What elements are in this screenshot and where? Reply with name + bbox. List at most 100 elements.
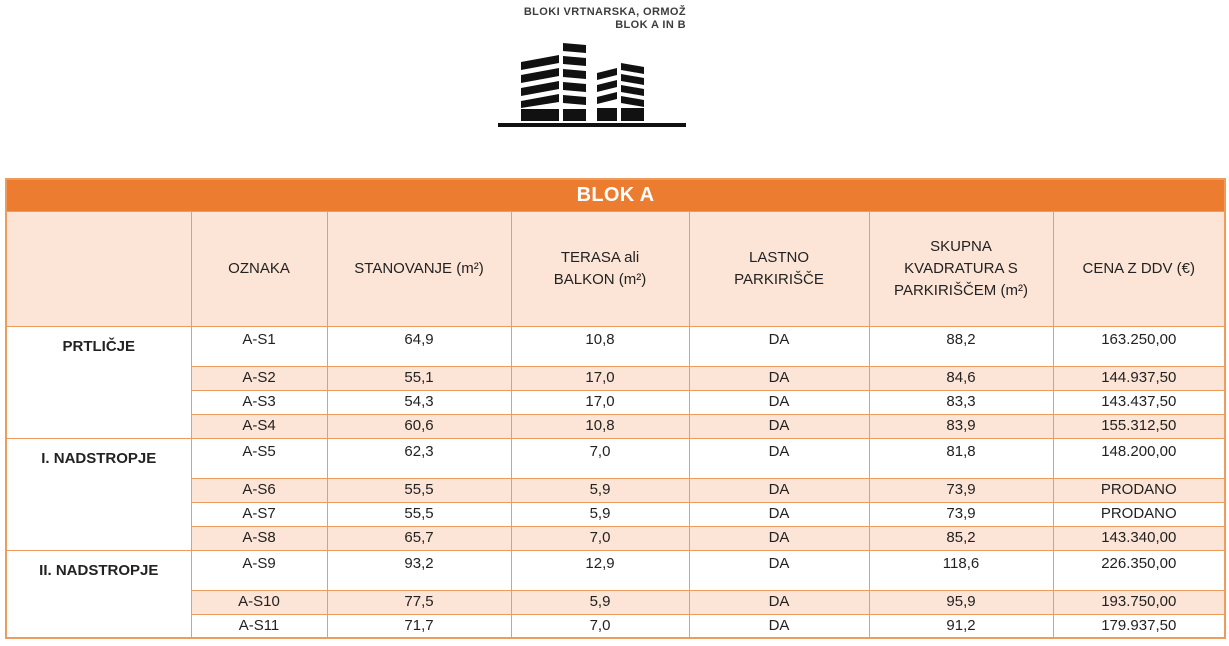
table-row: A-S3 54,3 17,0 DA 83,3 143.437,50 [6,389,1226,415]
col-header-parkirisce: LASTNO PARKIRIŠČE [688,210,870,327]
cell-stanovanje: 65,7 [326,525,512,551]
cell-parkirisce: DA [688,589,870,615]
cell-oznaka: A-S3 [190,389,328,415]
cell-stanovanje: 62,3 [326,437,512,479]
cell-parkirisce: DA [688,477,870,503]
cell-oznaka: A-S6 [190,477,328,503]
cell-terasa: 10,8 [510,413,690,439]
cell-stanovanje: 55,1 [326,365,512,391]
cell-terasa: 5,9 [510,477,690,503]
cell-stanovanje: 77,5 [326,589,512,615]
cell-cena: 226.350,00 [1052,549,1226,591]
cell-skupna: 73,9 [868,501,1054,527]
cell-terasa: 7,0 [510,613,690,639]
table-row: A-S2 55,1 17,0 DA 84,6 144.937,50 [6,365,1226,391]
cell-stanovanje: 93,2 [326,549,512,591]
cell-terasa: 12,9 [510,549,690,591]
cell-parkirisce: DA [688,525,870,551]
cell-skupna: 83,9 [868,413,1054,439]
buildings-icon [498,43,686,127]
cell-oznaka: A-S2 [190,365,328,391]
cell-cena: 193.750,00 [1052,589,1226,615]
logo-text: BLOKI VRTNARSKA, ORMOŽ BLOK A IN B [496,7,688,31]
cell-terasa: 17,0 [510,389,690,415]
cell-cena: 155.312,50 [1052,413,1226,439]
cell-oznaka: A-S10 [190,589,328,615]
table-row: A-S10 77,5 5,9 DA 95,9 193.750,00 [6,589,1226,615]
cell-stanovanje: 60,6 [326,413,512,439]
cell-cena: 179.937,50 [1052,613,1226,639]
cell-parkirisce: DA [688,413,870,439]
floor-label: I. NADSTROPJE [41,450,157,467]
cell-cena: 144.937,50 [1052,365,1226,391]
table-row: A-S7 55,5 5,9 DA 73,9 PRODANO [6,501,1226,527]
cell-oznaka: A-S8 [190,525,328,551]
cell-parkirisce: DA [688,325,870,367]
table-row: II. NADSTROPJE A-S9 93,2 12,9 DA 118,6 2… [5,549,1226,639]
cell-parkirisce: DA [688,549,870,591]
apartments-price-table: BLOK A OZNAKA STANOVANJE (m²) TERASA ali… [5,178,1227,639]
cell-parkirisce: DA [688,437,870,479]
col-header-floor [5,210,192,327]
cell-terasa: 5,9 [510,589,690,615]
col-header-cena: CENA Z DDV (€) [1052,210,1226,327]
table-title-row: BLOK A [5,178,1226,212]
cell-skupna: 88,2 [868,325,1054,367]
logo: BLOKI VRTNARSKA, ORMOŽ BLOK A IN B [496,7,688,135]
table-row: A-S6 55,5 5,9 DA 73,9 PRODANO [6,477,1226,503]
cell-cena: 143.340,00 [1052,525,1226,551]
logo-subtitle: BLOK A IN B [615,19,686,31]
cell-stanovanje: 64,9 [326,325,512,367]
table-row: PRTLIČJE A-S1 64,9 10,8 DA 88,2 163.250,… [5,325,1226,439]
cell-oznaka: A-S11 [190,613,328,639]
cell-skupna: 95,9 [868,589,1054,615]
cell-terasa: 7,0 [510,525,690,551]
cell-skupna: 73,9 [868,477,1054,503]
cell-oznaka: A-S9 [190,549,328,591]
col-header-oznaka: OZNAKA [190,210,328,327]
cell-stanovanje: 55,5 [326,501,512,527]
cell-oznaka: A-S5 [190,437,328,479]
cell-stanovanje: 54,3 [326,389,512,415]
cell-skupna: 83,3 [868,389,1054,415]
cell-stanovanje: 55,5 [326,477,512,503]
floor-label-cell: II. NADSTROPJE [5,549,192,639]
cell-terasa: 7,0 [510,437,690,479]
cell-terasa: 5,9 [510,501,690,527]
floor-label: II. NADSTROPJE [39,562,159,579]
column-header-row: OZNAKA STANOVANJE (m²) TERASA ali BALKON… [5,210,1226,327]
cell-parkirisce: DA [688,365,870,391]
floor-label-cell: PRTLIČJE [5,325,192,439]
logo-title: BLOKI VRTNARSKA, ORMOŽ [523,6,686,18]
cell-skupna: 85,2 [868,525,1054,551]
cell-terasa: 17,0 [510,365,690,391]
cell-parkirisce: DA [688,613,870,639]
cell-skupna: 91,2 [868,613,1054,639]
cell-oznaka: A-S4 [190,413,328,439]
price-table-container: BLOK A OZNAKA STANOVANJE (m²) TERASA ali… [5,178,1227,639]
cell-stanovanje: 71,7 [326,613,512,639]
col-header-terasa: TERASA ali BALKON (m²) [510,210,690,327]
cell-terasa: 10,8 [510,325,690,367]
cell-cena: 148.200,00 [1052,437,1226,479]
table-row: A-S8 65,7 7,0 DA 85,2 143.340,00 [6,525,1226,551]
cell-oznaka: A-S1 [190,325,328,367]
col-header-skupna: SKUPNA KVADRATURA S PARKIRIŠČEM (m²) [868,210,1054,327]
floor-label: PRTLIČJE [62,338,135,355]
cell-parkirisce: DA [688,389,870,415]
cell-skupna: 81,8 [868,437,1054,479]
cell-cena: PRODANO [1052,501,1226,527]
table-row: I. NADSTROPJE A-S5 62,3 7,0 DA 81,8 148.… [5,437,1226,551]
cell-cena: 143.437,50 [1052,389,1226,415]
cell-cena: 163.250,00 [1052,325,1226,367]
col-header-stanovanje: STANOVANJE (m²) [326,210,512,327]
cell-cena: PRODANO [1052,477,1226,503]
floor-label-cell: I. NADSTROPJE [5,437,192,551]
table-row: A-S4 60,6 10,8 DA 83,9 155.312,50 [6,413,1226,439]
table-title: BLOK A [5,178,1226,212]
table-row: A-S11 71,7 7,0 DA 91,2 179.937,50 [6,613,1226,639]
cell-skupna: 84,6 [868,365,1054,391]
cell-parkirisce: DA [688,501,870,527]
cell-skupna: 118,6 [868,549,1054,591]
cell-oznaka: A-S7 [190,501,328,527]
